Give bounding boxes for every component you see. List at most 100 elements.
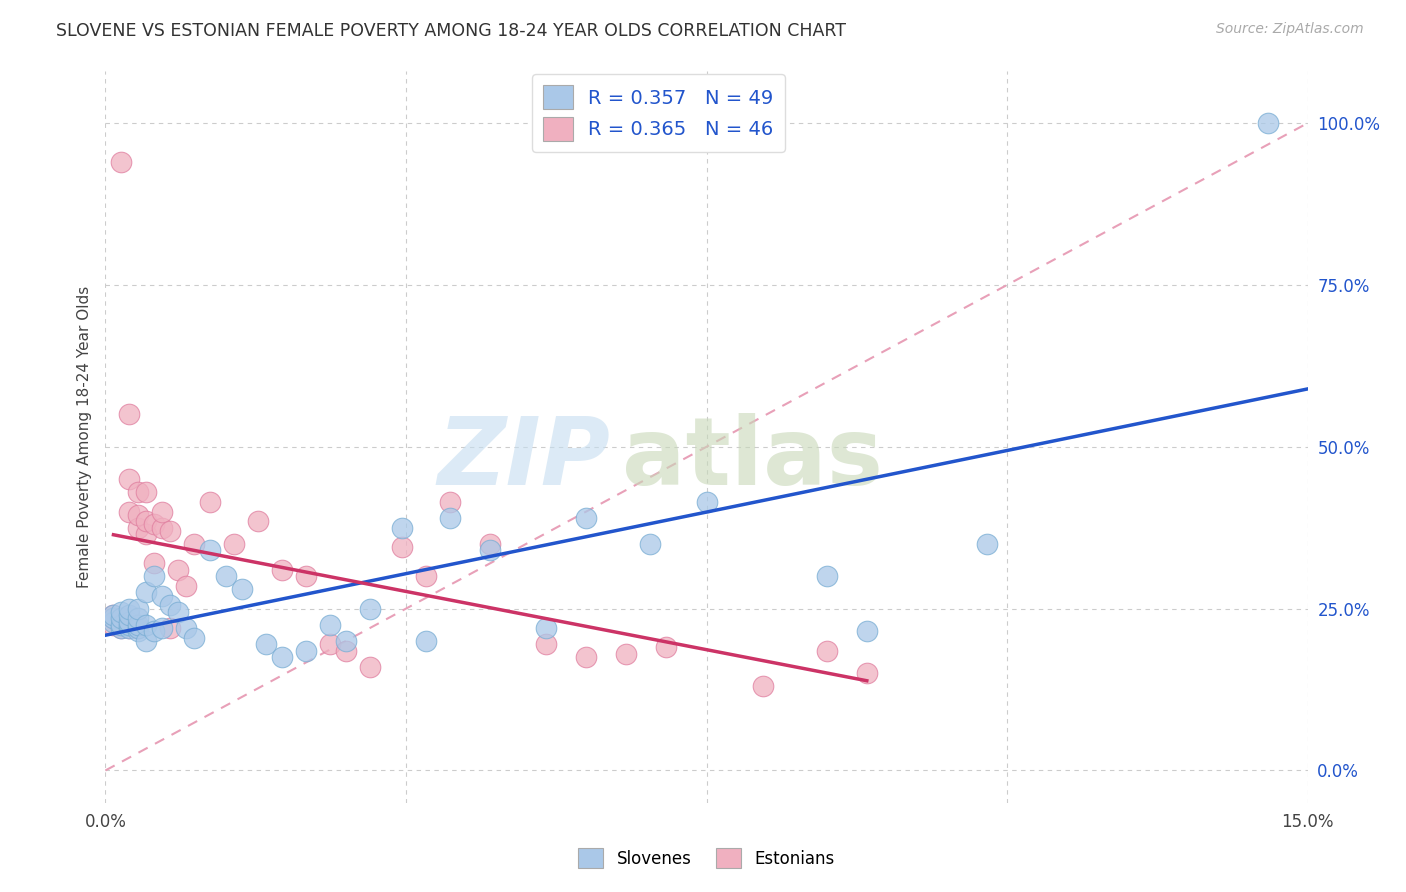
Point xyxy=(103,608,125,623)
Point xyxy=(118,617,141,632)
Point xyxy=(103,611,125,625)
Point xyxy=(118,504,141,518)
Point xyxy=(439,495,461,509)
Point xyxy=(479,537,502,551)
Point xyxy=(127,624,149,639)
Point xyxy=(166,563,188,577)
Point xyxy=(159,621,181,635)
Point xyxy=(319,617,342,632)
Point xyxy=(295,569,318,583)
Point xyxy=(118,608,141,623)
Point xyxy=(359,660,381,674)
Point xyxy=(335,643,357,657)
Point xyxy=(110,155,132,169)
Y-axis label: Female Poverty Among 18-24 Year Olds: Female Poverty Among 18-24 Year Olds xyxy=(76,286,91,588)
Point xyxy=(142,624,165,639)
Text: ZIP: ZIP xyxy=(437,413,610,505)
Point xyxy=(174,579,197,593)
Point xyxy=(575,650,598,665)
Point xyxy=(135,485,157,500)
Point xyxy=(815,643,838,657)
Point xyxy=(103,615,125,629)
Point xyxy=(855,624,877,639)
Point xyxy=(127,508,149,522)
Point xyxy=(127,601,149,615)
Point xyxy=(103,611,125,625)
Point xyxy=(159,524,181,538)
Point xyxy=(415,569,437,583)
Point xyxy=(110,617,132,632)
Point xyxy=(231,582,253,597)
Point xyxy=(616,647,638,661)
Point xyxy=(335,634,357,648)
Text: Source: ZipAtlas.com: Source: ZipAtlas.com xyxy=(1216,22,1364,37)
Point xyxy=(103,617,125,632)
Point xyxy=(110,605,132,619)
Point xyxy=(110,621,132,635)
Point xyxy=(174,621,197,635)
Legend: Slovenes, Estonians: Slovenes, Estonians xyxy=(571,841,842,875)
Point xyxy=(655,640,678,655)
Point xyxy=(150,521,173,535)
Point xyxy=(142,517,165,532)
Point xyxy=(150,589,173,603)
Point xyxy=(118,617,141,632)
Point xyxy=(575,511,598,525)
Point xyxy=(855,666,877,681)
Point xyxy=(110,621,132,635)
Point xyxy=(359,601,381,615)
Point xyxy=(198,495,221,509)
Point xyxy=(166,605,188,619)
Point xyxy=(142,557,165,571)
Point xyxy=(118,621,141,635)
Point xyxy=(439,511,461,525)
Point xyxy=(103,608,125,623)
Point xyxy=(183,631,205,645)
Point xyxy=(415,634,437,648)
Text: SLOVENE VS ESTONIAN FEMALE POVERTY AMONG 18-24 YEAR OLDS CORRELATION CHART: SLOVENE VS ESTONIAN FEMALE POVERTY AMONG… xyxy=(56,22,846,40)
Point xyxy=(118,621,141,635)
Point xyxy=(150,621,173,635)
Point xyxy=(150,504,173,518)
Point xyxy=(127,617,149,632)
Point xyxy=(696,495,718,509)
Text: atlas: atlas xyxy=(623,413,883,505)
Point xyxy=(391,521,413,535)
Point xyxy=(815,569,838,583)
Point xyxy=(118,472,141,486)
Point xyxy=(640,537,662,551)
Point xyxy=(183,537,205,551)
Point xyxy=(135,617,157,632)
Point xyxy=(118,408,141,422)
Point xyxy=(254,637,277,651)
Point xyxy=(270,650,292,665)
Point xyxy=(110,611,132,625)
Point xyxy=(534,637,557,651)
Point xyxy=(198,543,221,558)
Point xyxy=(135,634,157,648)
Point xyxy=(976,537,998,551)
Point xyxy=(534,621,557,635)
Point xyxy=(246,514,269,528)
Point xyxy=(127,521,149,535)
Point xyxy=(118,615,141,629)
Point xyxy=(135,585,157,599)
Point xyxy=(270,563,292,577)
Point xyxy=(142,569,165,583)
Point xyxy=(135,527,157,541)
Point xyxy=(214,569,236,583)
Point xyxy=(751,679,773,693)
Point xyxy=(1257,116,1279,130)
Point xyxy=(127,611,149,625)
Point xyxy=(479,543,502,558)
Point xyxy=(127,621,149,635)
Point xyxy=(118,601,141,615)
Point xyxy=(391,540,413,554)
Point xyxy=(110,611,132,625)
Point xyxy=(319,637,342,651)
Point xyxy=(222,537,245,551)
Point xyxy=(127,485,149,500)
Point xyxy=(135,514,157,528)
Point xyxy=(159,599,181,613)
Point xyxy=(127,621,149,635)
